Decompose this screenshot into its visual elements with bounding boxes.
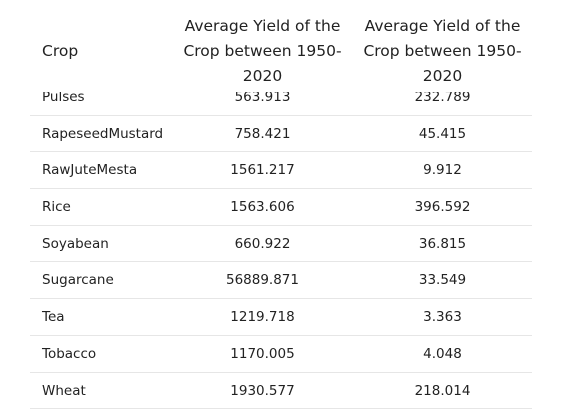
table-cell: 758.421 <box>234 125 291 142</box>
table-row: Wheat 1930.577 218.014 <box>30 373 532 410</box>
header-cell: Crop <box>42 42 79 60</box>
table-cell: Rice <box>42 199 71 216</box>
table-cell: 33.549 <box>418 272 467 289</box>
table-cell: Sugarcane <box>42 272 114 289</box>
table-cell: 1170.005 <box>230 345 295 362</box>
table-cell: Tobacco <box>42 345 97 362</box>
table-cell: 56889.871 <box>225 272 299 289</box>
table-cell: 3.363 <box>423 309 462 326</box>
table-row: RapeseedMustard 758.421 45.415 <box>30 116 532 153</box>
table-cell: 1561.217 <box>230 162 295 179</box>
table-cell: 1563.606 <box>230 199 295 216</box>
table-row: Tea 1219.718 3.363 <box>30 299 532 336</box>
table-cell: 36.815 <box>418 235 467 252</box>
table-cell: 232.789 <box>414 92 471 105</box>
table-cell: 9.912 <box>423 162 462 179</box>
table-cell: 218.014 <box>414 382 471 399</box>
table-cell: 1930.577 <box>230 382 295 399</box>
table-cell: 4.048 <box>423 345 462 362</box>
table-cell: Soyabean <box>42 235 109 252</box>
table-header: Crop Average Yield of the Crop between 1… <box>30 0 532 92</box>
table-row: Rice 1563.606 396.592 <box>30 189 532 226</box>
table-row: RawJuteMesta 1561.217 9.912 <box>30 152 532 190</box>
table-body: Pulses 563.913 232.789 RapeseedMustard 758.4… <box>30 92 532 415</box>
table-rows: Pulses 563.913 232.789 RapeseedMustard 758.4… <box>30 92 532 410</box>
table-cell: RawJuteMesta <box>42 162 138 179</box>
table-row: Soyabean 660.922 36.815 <box>30 226 532 263</box>
header-cell: Average Yield of the Crop between 1950-2… <box>363 17 522 85</box>
table-row: Pulses 563.913 232.789 <box>30 92 532 116</box>
table-cell: Pulses <box>42 92 85 105</box>
table-cell: Wheat <box>42 382 86 399</box>
table-row: Tobacco 1170.005 4.048 <box>30 336 532 373</box>
table-cell: 1219.718 <box>230 309 295 326</box>
table-cell: 660.922 <box>234 235 291 252</box>
table-cell: Tea <box>42 309 65 326</box>
table-cell: 45.415 <box>418 125 467 142</box>
table-cell: 563.913 <box>234 92 291 105</box>
table-row: Sugarcane 56889.871 33.549 <box>30 262 532 300</box>
table-cell: RapeseedMustard <box>42 125 164 142</box>
table-cell: 396.592 <box>414 199 471 216</box>
header-cell: Average Yield of the Crop between 1950-2… <box>183 17 342 85</box>
